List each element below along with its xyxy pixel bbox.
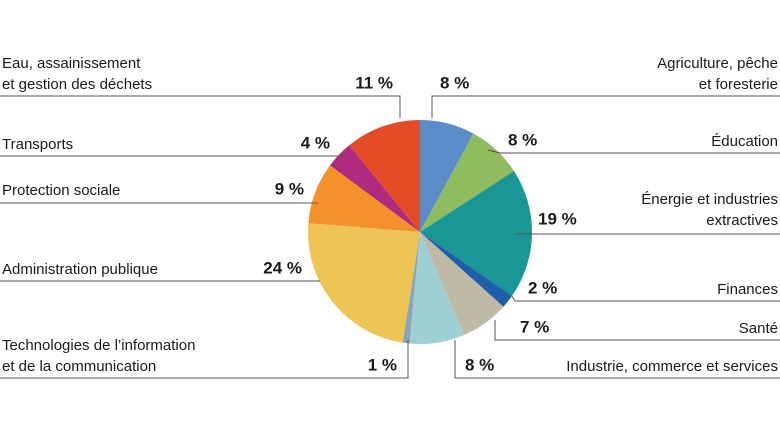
category-label: Eau, assainissement et gestion des déche… — [2, 55, 153, 93]
value-label: 11 % — [355, 73, 393, 92]
pie-slice — [409, 232, 465, 344]
pie-slice — [402, 232, 420, 344]
value-label: 8 % — [465, 355, 494, 374]
category-label: Administration publique — [2, 261, 158, 278]
value-label: 19 % — [538, 209, 577, 228]
value-label: 2 % — [528, 278, 557, 297]
pie-slice — [420, 171, 533, 296]
value-label: 24 % — [263, 258, 302, 277]
leader-line — [0, 95, 401, 118]
value-label: 1 % — [368, 355, 397, 374]
value-label: 8 % — [508, 130, 537, 149]
category-label: Transports — [2, 136, 74, 153]
category-label: Technologies de l’information et de la c… — [2, 337, 196, 375]
pie-slice — [349, 120, 420, 232]
category-label: Éducation — [711, 133, 778, 150]
value-label: 9 % — [275, 179, 304, 198]
category-label: Finances — [717, 281, 778, 298]
value-label: 7 % — [520, 317, 549, 336]
leader-line — [0, 340, 409, 379]
leader-line — [431, 95, 780, 118]
value-label: 4 % — [301, 133, 330, 152]
pie-slice — [330, 145, 420, 232]
pie-slice — [308, 223, 420, 343]
value-label: 8 % — [440, 73, 469, 92]
category-label: Énergie et industries extractives — [641, 191, 778, 229]
leader-line — [494, 320, 780, 341]
pie-slice — [420, 120, 474, 232]
pie-slice — [420, 232, 513, 307]
category-label: Protection sociale — [2, 182, 121, 199]
category-label: Agriculture, pêche et foresterie — [657, 55, 778, 93]
pie-slice — [308, 165, 420, 232]
pie-slice — [420, 133, 514, 232]
leader-line — [511, 295, 780, 302]
leader-line — [454, 340, 780, 379]
leader-line — [487, 149, 780, 154]
category-label: Santé — [738, 320, 778, 337]
category-label: Industrie, commerce et services — [566, 358, 778, 375]
pie-slice — [420, 232, 504, 335]
